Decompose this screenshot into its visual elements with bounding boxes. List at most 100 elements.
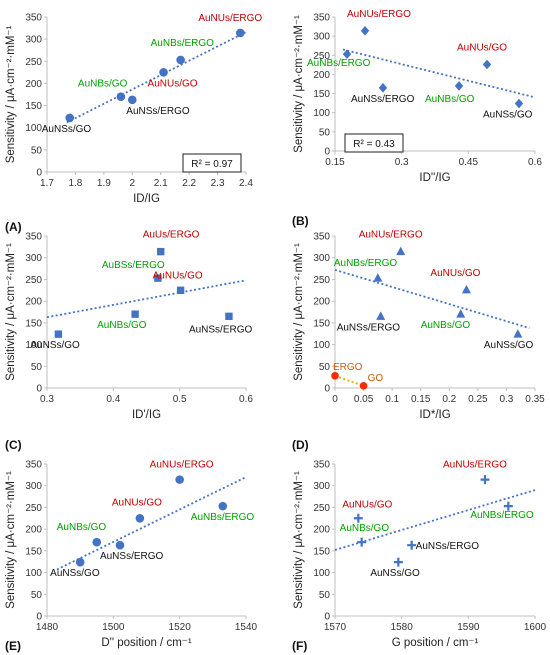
data-point [357,537,367,547]
y-axis-title: Sensitivity / μA·cm⁻²·mM⁻¹ [293,243,305,381]
chart-panel: 0 50 100 150 200 250 300 350 1570 1580 1590 1600 G p… [292,460,547,654]
panel-label: (C) [5,438,22,452]
point-label: AuNBs/GO [97,320,147,331]
x-tick-label: 0.6 [528,157,542,168]
data-point [135,513,145,523]
point-label: AuNBs/GO [421,320,471,331]
data-point [407,540,417,550]
y-tick-label: 0 [36,168,42,179]
secondary-data-point [359,382,368,390]
point-label: AuNBs/ERGO [334,258,398,269]
panel-label: (A) [5,220,22,234]
y-tick-label: 300 [25,35,42,46]
y-tick-label: 300 [313,253,330,264]
secondary-trendline [334,374,364,387]
y-tick-label: 200 [25,79,42,90]
y-tick-label: 300 [25,253,42,264]
data-point [175,475,184,484]
y-tick-label: 250 [313,275,330,286]
data-point [131,310,139,318]
data-point [360,25,370,36]
data-point [54,330,63,338]
x-tick-label: 0.5 [173,394,187,405]
point-label: AuNSs/GO [30,340,80,351]
data-point [157,247,165,256]
point-label: AuBSs/ERGO [102,260,165,271]
y-tick-label: 250 [25,57,42,68]
y-tick-label: 50 [31,362,43,373]
y-tick-label: 150 [25,101,42,112]
r-squared-box [182,153,242,173]
y-tick-label: 350 [313,232,330,243]
y-tick-label: 350 [25,460,42,471]
data-point [127,95,137,105]
data-point [176,55,185,65]
point-label: AuNBs/GO [425,94,475,105]
y-tick-label: 350 [25,232,42,243]
y-tick-label: 100 [313,108,330,119]
chart-panel: 0 50 100 150 200 250 300 350 0 0.05 0.1 0.15 0.2 0.25… [292,230,545,452]
data-point [503,501,513,511]
x-tick-label: 0.15 [411,394,431,405]
x-tick-label: 1600 [524,622,547,633]
data-point [482,59,492,70]
y-axis-title: Sensitivity / μA·cm⁻²·mM⁻¹ [293,15,305,153]
data-point [353,513,363,523]
data-point [65,113,75,123]
y-tick-label: 350 [25,13,42,24]
point-label: AuNSs/GO [483,110,533,121]
secondary-point-label: GO [368,373,384,384]
data-point [376,311,386,320]
y-tick-label: 200 [313,70,330,81]
chart-panel: 0 50 100 150 200 250 300 350 1.7 1.8 1.9 2 2.1 2.2 2.3… [5,13,262,235]
point-label: AuNUs/GO [148,78,198,89]
point-label: AuNBs/ERGO [191,512,255,523]
y-tick-label: 200 [25,525,42,536]
y-tick-label: 0 [36,612,42,623]
x-tick-label: 2.2 [182,178,196,189]
r-squared-value: R² = 0.97 [191,159,233,170]
data-point [378,83,388,93]
point-label: AuNUs/GO [342,499,392,510]
y-tick-label: 0 [36,384,42,395]
y-tick-label: 150 [313,546,330,557]
y-axis-title: Sensitivity / μA·cm⁻²·mM⁻¹ [293,471,305,609]
y-tick-label: 100 [313,568,330,579]
x-tick-label: 0.35 [525,394,545,405]
data-point [514,98,524,109]
y-tick-label: 100 [313,340,330,351]
point-label: AuNUs/GO [112,497,162,508]
point-label: AuNBs/ERGO [307,58,371,69]
chart-panel: 0 50 100 150 200 250 300 350 1480 1500 1520 1540 D''… [5,460,258,654]
point-label: AuNSs/GO [50,568,100,579]
y-axis-title: Sensitivity / μA·cm⁻²·mM⁻¹ [5,26,17,164]
secondary-data-point [331,372,339,380]
y-tick-label: 50 [31,145,43,156]
x-tick-label: 1520 [169,622,192,633]
point-label: AuNSs/ERGO [416,541,480,552]
data-point [342,49,352,59]
data-point [159,68,168,77]
point-label: AuNBs/GO [78,79,128,90]
data-point [513,329,523,338]
y-tick-label: 0 [324,612,330,623]
x-tick-label: 0.3 [40,394,54,405]
point-label: AuNUs/ERGO [359,230,423,241]
x-tick-label: 2.3 [211,178,225,189]
x-tick-label: 1.8 [68,178,82,189]
y-tick-label: 200 [313,297,330,308]
data-point [454,81,464,91]
x-tick-label: 1.9 [97,178,111,189]
data-point [225,312,233,321]
data-point [176,286,185,294]
x-tick-label: 1540 [235,622,258,633]
x-axis-title: ID*/IG [419,409,450,421]
point-label: AuNUs/GO [457,42,507,53]
point-label: AuNBs/ERGO [470,510,534,521]
point-label: AuNSs/ERGO [351,94,415,105]
y-tick-label: 150 [313,318,330,329]
data-point [154,274,162,282]
y-axis-title: Sensitivity / μA·cm⁻²·mM⁻¹ [5,471,17,609]
y-tick-label: 350 [313,460,330,471]
